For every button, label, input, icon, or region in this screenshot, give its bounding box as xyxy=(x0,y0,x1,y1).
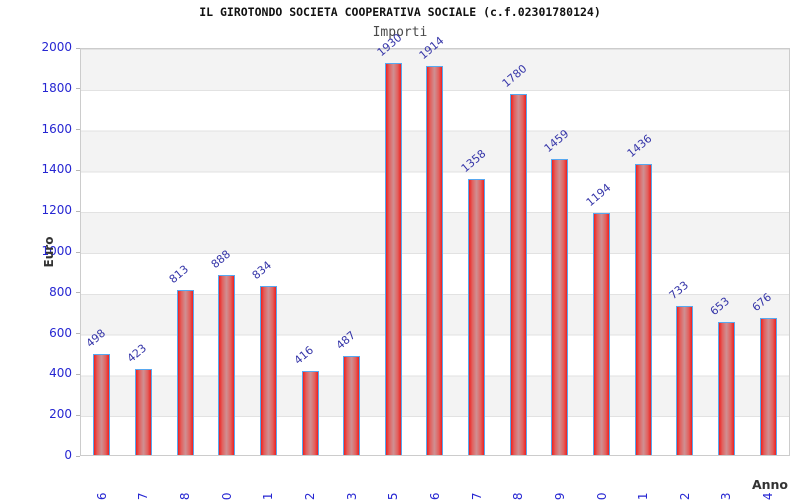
bar xyxy=(218,274,236,455)
x-tick-label: 2007 xyxy=(128,491,158,500)
bar-slot: 487 2013 xyxy=(331,49,373,500)
bar-slot: 888 2010 xyxy=(206,49,248,500)
bar-value-label: 813 xyxy=(166,262,192,286)
y-tick-mark xyxy=(76,455,80,457)
bar-slot: 813 2008 xyxy=(164,49,206,500)
bar xyxy=(426,66,444,455)
x-axis-title: Anno xyxy=(751,477,788,492)
bar-slot: 416 2012 xyxy=(289,49,331,500)
bar xyxy=(384,63,402,455)
y-tick-mark xyxy=(76,210,80,212)
x-tick-label: 2019 xyxy=(545,491,575,500)
chart-title: IL GIROTONDO SOCIETA COOPERATIVA SOCIALE… xyxy=(199,5,601,19)
bar xyxy=(676,306,694,455)
plot-area: 498 2006 423 2007 813 2008 888 2010 834 2011 416 20… xyxy=(80,31,790,500)
bar-value-label: 1358 xyxy=(458,147,489,176)
x-tick-label: 2017 xyxy=(462,491,492,500)
bar-slot: 19142016 xyxy=(414,35,456,500)
y-axis: 0 200 400 600 800 1000 1200 1400 1600 1800 2000 xyxy=(0,40,80,462)
y-tick-label: 2000 xyxy=(41,40,72,54)
y-tick-label: 800 xyxy=(49,284,72,299)
bar-slot: 423 2007 xyxy=(123,49,165,500)
x-tick-label: 2006 xyxy=(87,491,117,500)
x-tick-label: 2012 xyxy=(295,491,325,500)
bar xyxy=(259,285,277,455)
bar-value-label: 1459 xyxy=(541,126,572,155)
y-tick-label: 600 xyxy=(49,325,72,340)
y-tick-label: 1400 xyxy=(41,162,72,177)
bar-value-label: 498 xyxy=(83,326,108,350)
bar xyxy=(551,158,569,455)
x-tick-label: 2008 xyxy=(170,491,200,500)
x-tick-label: 2018 xyxy=(503,491,533,500)
bar xyxy=(93,353,111,455)
bar-value-label: 733 xyxy=(666,278,691,303)
y-tick-mark xyxy=(76,292,80,294)
y-tick-mark xyxy=(76,88,80,90)
bar-slot: 1459 2019 xyxy=(539,49,581,500)
y-tick-label: 1000 xyxy=(41,244,72,258)
bar-slot: 676 2024 xyxy=(747,49,789,500)
bar-value-label: 416 xyxy=(291,343,317,367)
bar xyxy=(717,322,735,455)
y-tick-mark xyxy=(76,333,80,335)
bar-value-label: 653 xyxy=(708,294,733,319)
y-tick-mark xyxy=(76,251,80,253)
x-tick-label: 2013 xyxy=(337,491,367,500)
y-tick-label: 1200 xyxy=(41,203,72,218)
bar xyxy=(634,163,652,455)
x-tick-label: 2010 xyxy=(212,491,242,500)
bar-value-label: 1194 xyxy=(583,180,613,209)
bar-value-label: 1780 xyxy=(499,61,530,90)
chart-subtitle: Importi xyxy=(372,25,428,40)
x-tick-label: 2015 xyxy=(378,491,408,500)
y-tick-mark xyxy=(76,129,80,131)
bar-value-label: 888 xyxy=(208,247,233,271)
bar xyxy=(134,369,152,455)
y-tick-label: 0 xyxy=(64,448,72,462)
bar-slot: 498 2006 xyxy=(81,49,123,500)
x-tick-label: 2020 xyxy=(587,491,617,500)
bar xyxy=(509,93,527,455)
bar-slot: 834 2011 xyxy=(248,49,290,500)
x-tick-label: 2016 xyxy=(420,491,450,500)
bar-slot: 653 2023 xyxy=(706,49,748,500)
x-tick-label: 2011 xyxy=(253,491,283,500)
bar-slot: 19302015 xyxy=(372,31,414,500)
bar-value-label: 834 xyxy=(250,258,275,282)
x-tick-label: 2021 xyxy=(628,491,658,500)
bar-slot: 1358 2017 xyxy=(456,49,498,500)
bar-value-label: 487 xyxy=(333,328,358,353)
bar xyxy=(301,370,319,455)
y-tick-label: 200 xyxy=(49,407,72,422)
bar-slot: 1194 2020 xyxy=(581,49,623,500)
bar-slot: 1436 2021 xyxy=(622,49,664,500)
y-tick-label: 400 xyxy=(49,366,72,381)
bar-value-label: 1436 xyxy=(624,131,655,160)
bar-value-label: 676 xyxy=(749,290,775,314)
y-tick-mark xyxy=(76,414,80,416)
x-tick-label: 2022 xyxy=(670,491,700,500)
bar-value-label: 423 xyxy=(125,341,150,366)
x-tick-label: 2024 xyxy=(753,491,783,500)
x-tick-label: 2023 xyxy=(711,491,741,500)
bar xyxy=(468,179,486,455)
y-tick-label: 1600 xyxy=(41,121,72,136)
bar-slot: 1780 2018 xyxy=(497,49,539,500)
bar xyxy=(759,317,777,455)
bar-slot: 733 2022 xyxy=(664,49,706,500)
y-tick-label: 1800 xyxy=(41,80,72,95)
y-axis-title: Euro xyxy=(42,236,56,268)
bar xyxy=(593,212,610,455)
y-tick-mark xyxy=(76,47,80,49)
y-tick-mark xyxy=(76,373,80,375)
bar xyxy=(176,289,194,455)
bar xyxy=(343,356,361,455)
y-tick-mark xyxy=(76,169,80,171)
